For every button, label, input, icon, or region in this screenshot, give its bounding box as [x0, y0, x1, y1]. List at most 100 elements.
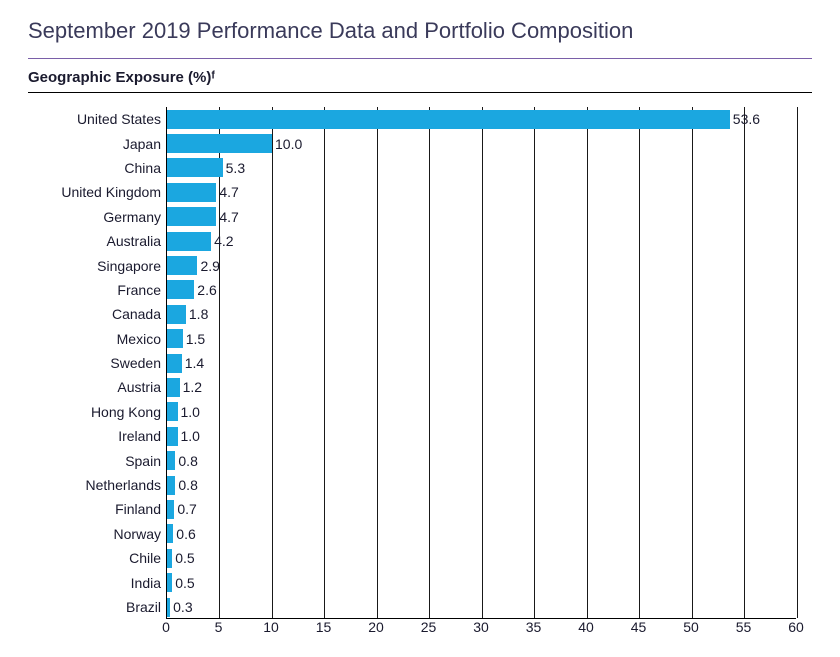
bar	[167, 402, 178, 421]
bar-row: China5.3	[167, 156, 796, 180]
bar-row: Hong Kong1.0	[167, 400, 796, 424]
value-label: 1.2	[183, 379, 202, 395]
x-tick-label: 35	[526, 619, 542, 635]
page: September 2019 Performance Data and Port…	[0, 0, 840, 657]
bar	[167, 524, 173, 543]
value-label: 4.2	[214, 233, 233, 249]
x-tick-label: 40	[578, 619, 594, 635]
bar	[167, 549, 172, 568]
bar	[167, 500, 174, 519]
bar-row: Brazil0.3	[167, 595, 796, 619]
category-label: France	[29, 282, 167, 298]
category-label: Netherlands	[29, 477, 167, 493]
x-tick-label: 50	[683, 619, 699, 635]
bar	[167, 207, 216, 226]
value-label: 0.5	[175, 550, 194, 566]
bar-row: Austria1.2	[167, 375, 796, 399]
x-axis: 051015202530354045505560	[166, 619, 796, 649]
value-label: 1.0	[181, 428, 200, 444]
value-label: 1.8	[189, 306, 208, 322]
value-label: 1.4	[185, 355, 204, 371]
category-label: Austria	[29, 379, 167, 395]
bar	[167, 451, 175, 470]
gridline	[797, 107, 798, 618]
bar-row: United States53.6	[167, 107, 796, 131]
category-label: Ireland	[29, 428, 167, 444]
bar-row: Mexico1.5	[167, 327, 796, 351]
category-label: Hong Kong	[29, 404, 167, 420]
x-tick-label: 0	[162, 619, 170, 635]
bar	[167, 158, 223, 177]
x-tick-label: 5	[215, 619, 223, 635]
value-label: 5.3	[226, 160, 245, 176]
value-label: 2.6	[197, 282, 216, 298]
x-tick-label: 20	[368, 619, 384, 635]
value-label: 2.9	[200, 258, 219, 274]
category-label: Germany	[29, 209, 167, 225]
bar-row: France2.6	[167, 278, 796, 302]
bar-row: Finland0.7	[167, 497, 796, 521]
geographic-exposure-chart: United States53.6Japan10.0China5.3United…	[28, 107, 812, 649]
bar	[167, 110, 730, 129]
x-tick-label: 10	[263, 619, 279, 635]
bar-row: India0.5	[167, 570, 796, 594]
x-tick-label: 45	[631, 619, 647, 635]
category-label: Finland	[29, 501, 167, 517]
bar-row: Ireland1.0	[167, 424, 796, 448]
category-label: Mexico	[29, 331, 167, 347]
value-label: 10.0	[275, 136, 302, 152]
value-label: 4.7	[219, 209, 238, 225]
bar	[167, 183, 216, 202]
bar	[167, 378, 180, 397]
bar	[167, 354, 182, 373]
bar-row: Germany4.7	[167, 205, 796, 229]
x-tick-label: 55	[736, 619, 752, 635]
bar-row: Singapore2.9	[167, 253, 796, 277]
value-label: 0.8	[178, 453, 197, 469]
divider-purple	[28, 58, 812, 59]
bar-row: Sweden1.4	[167, 351, 796, 375]
value-label: 0.5	[175, 575, 194, 591]
bar	[167, 476, 175, 495]
bar	[167, 280, 194, 299]
x-tick-label: 15	[316, 619, 332, 635]
category-label: Brazil	[29, 599, 167, 615]
category-label: Chile	[29, 550, 167, 566]
bar-row: Norway0.6	[167, 522, 796, 546]
bar	[167, 427, 178, 446]
bar-row: Netherlands0.8	[167, 473, 796, 497]
x-tick-label: 60	[788, 619, 804, 635]
category-label: Japan	[29, 136, 167, 152]
bar-row: Australia4.2	[167, 229, 796, 253]
value-label: 1.5	[186, 331, 205, 347]
value-label: 0.7	[177, 501, 196, 517]
bar-row: Spain0.8	[167, 448, 796, 472]
bar-row: United Kingdom4.7	[167, 180, 796, 204]
divider-black	[28, 92, 812, 93]
category-label: Australia	[29, 233, 167, 249]
value-label: 0.6	[176, 526, 195, 542]
value-label: 0.8	[178, 477, 197, 493]
bar	[167, 598, 170, 617]
bar	[167, 329, 183, 348]
bar	[167, 256, 197, 275]
value-label: 1.0	[181, 404, 200, 420]
bar-row: Chile0.5	[167, 546, 796, 570]
page-title: September 2019 Performance Data and Port…	[28, 18, 812, 44]
bar	[167, 573, 172, 592]
value-label: 53.6	[733, 111, 760, 127]
category-label: Canada	[29, 306, 167, 322]
bar-row: Japan10.0	[167, 131, 796, 155]
category-label: Norway	[29, 526, 167, 542]
plot-area: United States53.6Japan10.0China5.3United…	[166, 107, 796, 619]
category-label: Sweden	[29, 355, 167, 371]
value-label: 0.3	[173, 599, 192, 615]
x-tick-label: 25	[421, 619, 437, 635]
bar	[167, 232, 211, 251]
category-label: Spain	[29, 453, 167, 469]
x-tick-label: 30	[473, 619, 489, 635]
bar	[167, 305, 186, 324]
category-label: United Kingdom	[29, 184, 167, 200]
value-label: 4.7	[219, 184, 238, 200]
bar	[167, 134, 272, 153]
